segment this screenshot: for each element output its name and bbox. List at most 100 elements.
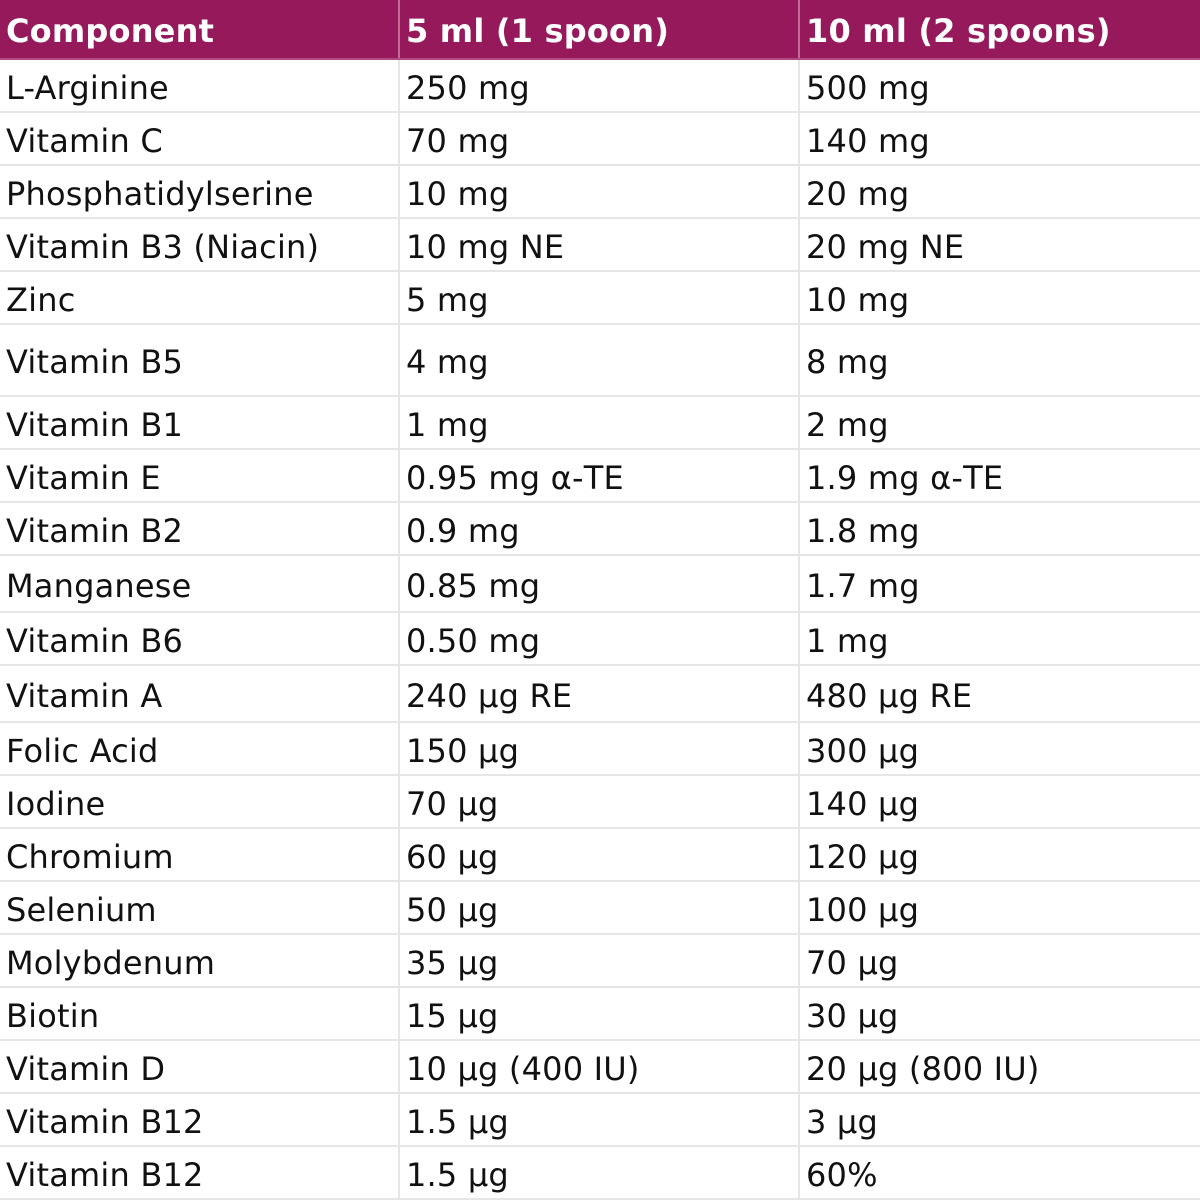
table-row: Vitamin A 240 µg RE 480 µg RE	[0, 666, 1200, 723]
dose-10ml-cell-text: 1.7 mg	[806, 566, 920, 605]
dose-10ml-cell-text: 1.9 mg α-TE	[806, 458, 1004, 497]
header-component: Component	[0, 0, 400, 58]
component-cell: Selenium	[0, 882, 400, 933]
component-cell: Phosphatidylserine	[0, 166, 400, 217]
component-cell-text: Vitamin E	[6, 458, 161, 497]
dose-5ml-cell: 70 µg	[400, 776, 800, 827]
table-row: Folic Acid 150 µg 300 µg	[0, 723, 1200, 776]
dose-10ml-cell-text: 1 mg	[806, 621, 889, 660]
component-cell-text: Vitamin B3 (Niacin)	[6, 227, 320, 266]
dose-10ml-cell-text: 60%	[806, 1155, 878, 1194]
dose-10ml-cell-text: 3 µg	[806, 1102, 879, 1141]
component-cell: Zinc	[0, 272, 400, 323]
component-cell-text: Vitamin C	[6, 121, 163, 160]
table-row: Iodine 70 µg 140 µg	[0, 776, 1200, 829]
component-cell: Vitamin B12	[0, 1094, 400, 1145]
dose-10ml-cell: 1.8 mg	[800, 503, 1200, 554]
dose-5ml-cell-text: 0.9 mg	[406, 511, 520, 550]
dose-5ml-cell-text: 10 mg	[406, 174, 510, 213]
dose-5ml-cell: 60 µg	[400, 829, 800, 880]
dose-10ml-cell: 20 mg NE	[800, 219, 1200, 270]
dose-5ml-cell: 240 µg RE	[400, 666, 800, 721]
dose-5ml-cell-text: 250 mg	[406, 68, 530, 107]
component-cell-text: Phosphatidylserine	[6, 174, 314, 213]
component-cell: Vitamin B1	[0, 397, 400, 448]
dose-5ml-cell-text: 1.5 µg	[406, 1155, 509, 1194]
dose-10ml-cell: 100 µg	[800, 882, 1200, 933]
table-row: Vitamin B5 4 mg 8 mg	[0, 325, 1200, 397]
dose-5ml-cell-text: 35 µg	[406, 943, 499, 982]
dose-10ml-cell-text: 2 mg	[806, 405, 889, 444]
header-label: Component	[6, 12, 215, 50]
header-label: 10 ml (2 spoons)	[806, 12, 1111, 50]
dose-10ml-cell: 140 µg	[800, 776, 1200, 827]
table-row: Vitamin D 10 µg (400 IU) 20 µg (800 IU)	[0, 1041, 1200, 1094]
dose-10ml-cell: 500 mg	[800, 60, 1200, 111]
component-cell-text: L-Arginine	[6, 68, 169, 107]
table-row: Vitamin B1 1 mg 2 mg	[0, 397, 1200, 450]
component-cell: Chromium	[0, 829, 400, 880]
dose-10ml-cell-text: 70 µg	[806, 943, 899, 982]
component-cell: Vitamin C	[0, 113, 400, 164]
dose-10ml-cell: 300 µg	[800, 723, 1200, 774]
component-cell: Manganese	[0, 556, 400, 611]
table-row: Molybdenum 35 µg 70 µg	[0, 935, 1200, 988]
dose-10ml-cell: 140 mg	[800, 113, 1200, 164]
component-cell: Biotin	[0, 988, 400, 1039]
table-row: Vitamin B12 1.5 µg 3 µg	[0, 1094, 1200, 1147]
table-row: Vitamin C 70 mg 140 mg	[0, 113, 1200, 166]
dose-5ml-cell-text: 0.95 mg α-TE	[406, 458, 624, 497]
dose-5ml-cell: 1.5 µg	[400, 1147, 800, 1198]
dose-10ml-cell-text: 30 µg	[806, 996, 899, 1035]
dose-10ml-cell: 60%	[800, 1147, 1200, 1198]
dose-5ml-cell-text: 15 µg	[406, 996, 499, 1035]
component-cell-text: Manganese	[6, 566, 192, 605]
dose-5ml-cell: 1 mg	[400, 397, 800, 448]
dose-5ml-cell: 10 µg (400 IU)	[400, 1041, 800, 1092]
table-row: L-Arginine 250 mg 500 mg	[0, 60, 1200, 113]
component-cell-text: Vitamin B12	[6, 1155, 204, 1194]
table-row: Vitamin B3 (Niacin) 10 mg NE 20 mg NE	[0, 219, 1200, 272]
dose-10ml-cell: 10 mg	[800, 272, 1200, 323]
dose-5ml-cell: 0.95 mg α-TE	[400, 450, 800, 501]
table-row: Vitamin B2 0.9 mg 1.8 mg	[0, 503, 1200, 556]
component-cell-text: Selenium	[6, 890, 157, 929]
dose-5ml-cell: 0.50 mg	[400, 613, 800, 664]
dose-5ml-cell: 35 µg	[400, 935, 800, 986]
dose-5ml-cell-text: 50 µg	[406, 890, 499, 929]
component-cell-text: Vitamin B2	[6, 511, 184, 550]
dose-5ml-cell: 150 µg	[400, 723, 800, 774]
dose-5ml-cell-text: 60 µg	[406, 837, 499, 876]
component-cell: Vitamin B12	[0, 1147, 400, 1198]
dose-10ml-cell: 1 mg	[800, 613, 1200, 664]
dose-10ml-cell: 1.7 mg	[800, 556, 1200, 611]
table-row: Manganese 0.85 mg 1.7 mg	[0, 556, 1200, 613]
dose-10ml-cell-text: 10 mg	[806, 280, 910, 319]
table-row: Biotin 15 µg 30 µg	[0, 988, 1200, 1041]
component-cell-text: Vitamin B5	[6, 343, 184, 381]
component-cell: L-Arginine	[0, 60, 400, 111]
component-cell: Vitamin D	[0, 1041, 400, 1092]
header-5ml: 5 ml (1 spoon)	[400, 0, 800, 58]
dose-5ml-cell: 15 µg	[400, 988, 800, 1039]
dose-10ml-cell-text: 20 mg	[806, 174, 910, 213]
dose-5ml-cell: 5 mg	[400, 272, 800, 323]
dose-10ml-cell-text: 480 µg RE	[806, 676, 973, 715]
component-cell: Vitamin B3 (Niacin)	[0, 219, 400, 270]
dose-10ml-cell-text: 300 µg	[806, 731, 920, 770]
table-row: Vitamin E 0.95 mg α-TE 1.9 mg α-TE	[0, 450, 1200, 503]
header-10ml: 10 ml (2 spoons)	[800, 0, 1200, 58]
component-cell-text: Folic Acid	[6, 731, 159, 770]
table-row: Zinc 5 mg 10 mg	[0, 272, 1200, 325]
dose-5ml-cell: 50 µg	[400, 882, 800, 933]
table-row: Chromium 60 µg 120 µg	[0, 829, 1200, 882]
dose-10ml-cell: 70 µg	[800, 935, 1200, 986]
dose-10ml-cell-text: 20 mg NE	[806, 227, 965, 266]
component-cell: Iodine	[0, 776, 400, 827]
dose-5ml-cell-text: 1.5 µg	[406, 1102, 509, 1141]
dose-10ml-cell-text: 140 µg	[806, 784, 920, 823]
component-cell-text: Zinc	[6, 280, 76, 319]
dose-10ml-cell: 20 mg	[800, 166, 1200, 217]
dose-5ml-cell-text: 70 µg	[406, 784, 499, 823]
